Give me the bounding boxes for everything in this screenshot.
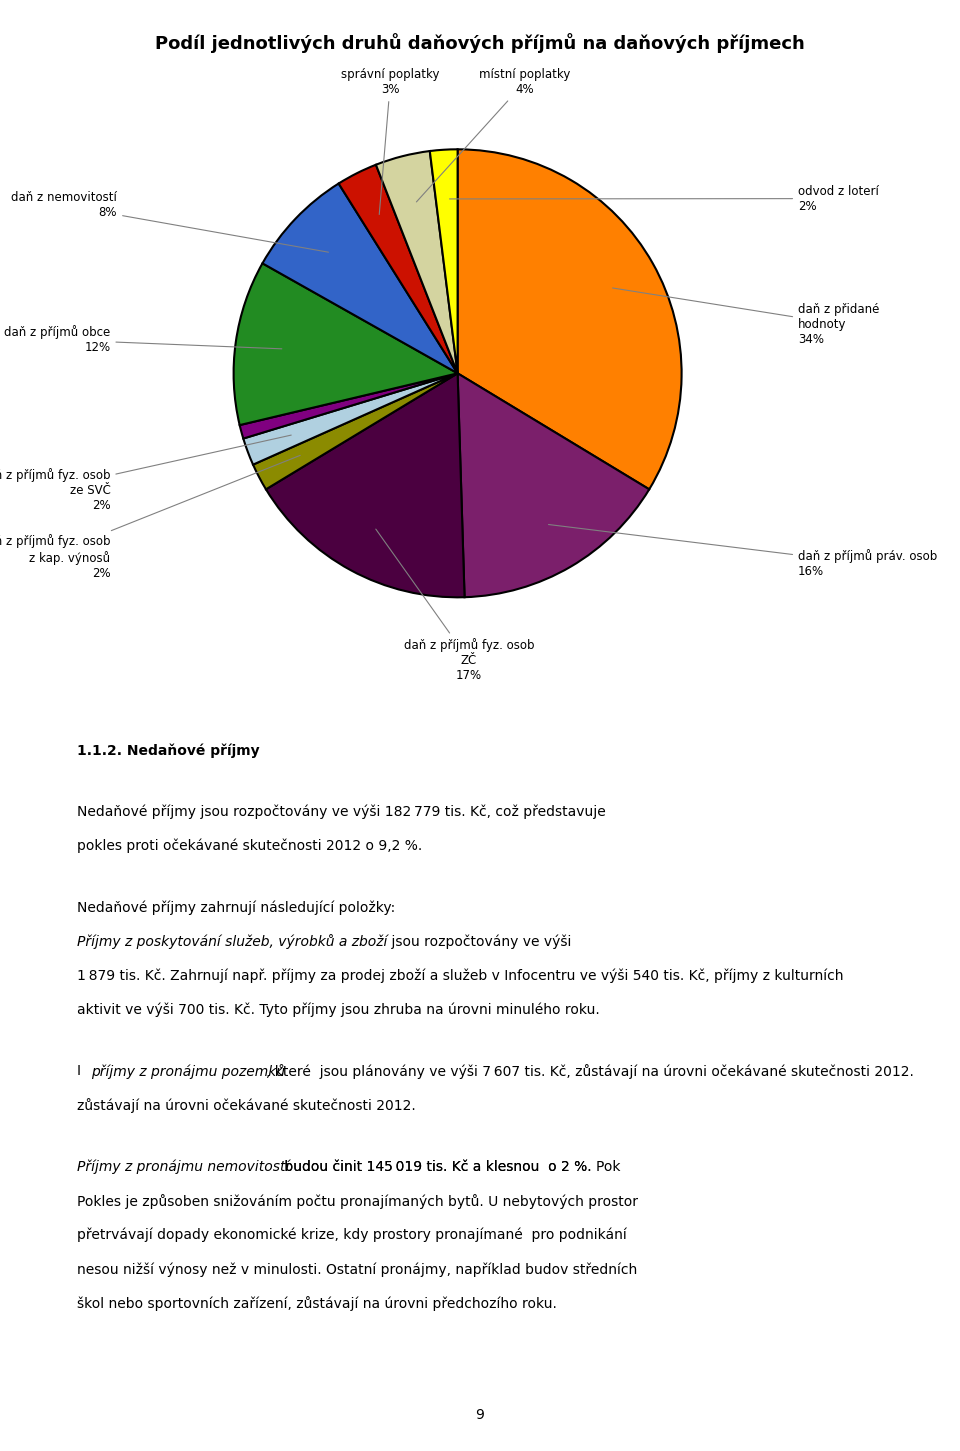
- Text: daň z příjmů fyz. osob
ZČ
17%: daň z příjmů fyz. osob ZČ 17%: [375, 530, 534, 682]
- Text: Příjmy z poskytování služeb, výrobků a zboží: Příjmy z poskytování služeb, výrobků a z…: [77, 934, 387, 949]
- Wedge shape: [240, 373, 458, 438]
- Text: aktivit ve výši 700 tis. Kč. Tyto příjmy jsou zhruba na úrovni minulého roku.: aktivit ve výši 700 tis. Kč. Tyto příjmy…: [77, 1003, 600, 1017]
- Wedge shape: [430, 149, 458, 373]
- Text: daň z příjmů práv. osob
16%: daň z příjmů práv. osob 16%: [548, 524, 937, 577]
- Wedge shape: [339, 165, 458, 373]
- Text: pokles proti očekávané skutečnosti 2012 o 9,2 %.: pokles proti očekávané skutečnosti 2012 …: [77, 839, 422, 853]
- Wedge shape: [243, 373, 458, 464]
- Text: jsou rozpočtovány ve výši: jsou rozpočtovány ve výši: [387, 934, 571, 949]
- Text: Nedaňové příjmy jsou rozpočtovány ve výši 182 779 tis. Kč, což představuje: Nedaňové příjmy jsou rozpočtovány ve výš…: [77, 805, 606, 820]
- Text: daň z nemovitostí
8%: daň z nemovitostí 8%: [12, 192, 328, 252]
- Text: 1.1.2. Nedaňové příjmy: 1.1.2. Nedaňové příjmy: [77, 743, 259, 757]
- Text: přetrvávají dopady ekonomické krize, kdy prostory pronajímané  pro podnikání: přetrvávají dopady ekonomické krize, kdy…: [77, 1228, 627, 1242]
- Text: daň z příjmů fyz. osob
z kap. výnosů
2%: daň z příjmů fyz. osob z kap. výnosů 2%: [0, 456, 300, 579]
- Wedge shape: [233, 263, 458, 425]
- Text: odvod z loterí
2%: odvod z loterí 2%: [449, 184, 879, 213]
- Text: I: I: [77, 1064, 85, 1078]
- Text: správní poplatky
3%: správní poplatky 3%: [341, 68, 440, 215]
- Text: Pokles je způsoben snižováním počtu pronajímaných bytů. U nebytových prostor: Pokles je způsoben snižováním počtu pron…: [77, 1194, 637, 1209]
- Text: zůstávají na úrovni očekávané skutečnosti 2012.: zůstávají na úrovni očekávané skutečnost…: [77, 1098, 416, 1113]
- Text: Podíl jednotlivých druhů daňových příjmů na daňových příjmech: Podíl jednotlivých druhů daňových příjmů…: [156, 33, 804, 54]
- Text: 1 879 tis. Kč. Zahrnují např. příjmy za prodej zboží a služeb v Infocentru ve vý: 1 879 tis. Kč. Zahrnují např. příjmy za …: [77, 968, 843, 982]
- Text: budou činit 145 019 tis. Kč a klesnou  o 2 %.: budou činit 145 019 tis. Kč a klesnou o …: [280, 1159, 591, 1174]
- Text: místní poplatky
4%: místní poplatky 4%: [417, 68, 570, 202]
- Wedge shape: [376, 151, 458, 373]
- Text: škol nebo sportovních zařízení, zůstávají na úrovni předchozího roku.: škol nebo sportovních zařízení, zůstávaj…: [77, 1296, 557, 1312]
- Wedge shape: [266, 373, 465, 598]
- Text: Nedaňové příjmy zahrnují následující položky:: Nedaňové příjmy zahrnují následující pol…: [77, 900, 396, 914]
- Text: daň z příjmů obce
12%: daň z příjmů obce 12%: [4, 325, 282, 354]
- Wedge shape: [262, 183, 458, 373]
- Text: , které  jsou plánovány ve výši 7 607 tis. Kč, zůstávají na úrovni očekávané sku: , které jsou plánovány ve výši 7 607 tis…: [266, 1064, 914, 1080]
- Text: 9: 9: [475, 1409, 485, 1422]
- Wedge shape: [458, 373, 649, 598]
- Wedge shape: [458, 149, 682, 489]
- Text: daň z příjmů fyz. osob
ze SVČ
2%: daň z příjmů fyz. osob ze SVČ 2%: [0, 435, 291, 512]
- Text: nesou nižší výnosy než v minulosti. Ostatní pronájmy, například budov středních: nesou nižší výnosy než v minulosti. Osta…: [77, 1262, 637, 1277]
- Wedge shape: [253, 373, 458, 489]
- Text: Příjmy z pronájmu nemovitostí: Příjmy z pronájmu nemovitostí: [77, 1159, 289, 1174]
- Text: daň z přidané
hodnoty
34%: daň z přidané hodnoty 34%: [612, 287, 879, 345]
- Text: budou činit 145 019 tis. Kč a klesnou  o 2 %. Pok: budou činit 145 019 tis. Kč a klesnou o …: [280, 1159, 620, 1174]
- Text: příjmy z pronájmu pozemků: příjmy z pronájmu pozemků: [91, 1064, 285, 1080]
